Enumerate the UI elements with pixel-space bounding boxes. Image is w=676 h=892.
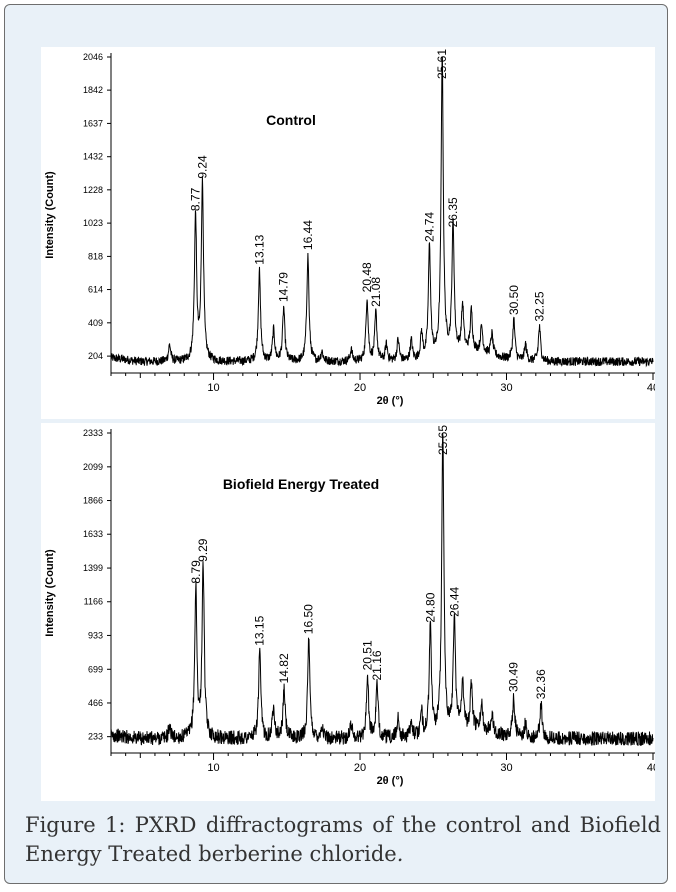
peak-label: 14.79 — [277, 272, 291, 302]
peak-label: 21.16 — [370, 650, 384, 680]
y-axis-label: Intensity (Count) — [44, 171, 56, 259]
diffractogram-line — [110, 56, 654, 368]
y-tick-label: 1432 — [83, 152, 103, 162]
peak-label: 9.24 — [195, 155, 209, 179]
peak-label: 8.79 — [189, 560, 203, 584]
y-tick-label: 1637 — [83, 118, 103, 128]
y-tick-label: 614 — [88, 285, 103, 295]
y-tick-label: 1633 — [83, 529, 103, 539]
peak-label: 25.61 — [435, 49, 449, 79]
peak-label: 32.36 — [534, 669, 548, 699]
peak-label: 21.08 — [369, 277, 383, 307]
y-tick-label: 1166 — [84, 597, 103, 607]
peak-label: 14.82 — [277, 653, 291, 683]
x-tick-label: 40 — [647, 762, 655, 774]
y-tick-label: 2333 — [83, 428, 103, 438]
y-tick-label: 1228 — [83, 185, 103, 195]
treated-chart: 233 466 699 933 1166 1399 1633 1866 2099 2333 10 20… — [44, 425, 655, 787]
x-tick-label: 40 — [647, 382, 655, 394]
peak-label: 30.50 — [507, 285, 521, 315]
chart-title: Biofield Energy Treated — [223, 476, 379, 492]
y-tick-label: 409 — [88, 318, 103, 328]
peak-label: 8.77 — [189, 187, 203, 211]
x-tick-label: 20 — [354, 762, 366, 774]
peak-label: 25.65 — [436, 425, 450, 455]
x-tick-label: 10 — [207, 382, 219, 394]
y-tick-label: 2099 — [83, 462, 103, 472]
y-axis-label: Intensity (Count) — [44, 549, 56, 637]
control-chart: 204 409 614 818 1023 1228 1432 1637 1842 2046 10 20… — [44, 49, 655, 407]
diffractogram-line — [110, 432, 654, 746]
x-axis-label: 2θ (°) — [377, 395, 404, 407]
y-tick-label: 699 — [88, 664, 103, 674]
caption-period: . — [396, 842, 404, 866]
figure-caption: Figure 1: PXRD diffractograms of the con… — [25, 811, 661, 869]
x-tick-label: 10 — [207, 762, 219, 774]
peak-label: 30.49 — [507, 662, 521, 692]
y-tick-label: 1866 — [83, 496, 103, 506]
peak-label: 26.35 — [446, 197, 460, 227]
x-axis-label: 2θ (°) — [377, 775, 404, 787]
x-tick-label: 30 — [500, 762, 512, 774]
peak-label: 16.50 — [302, 604, 316, 634]
peak-label: 24.74 — [422, 212, 436, 242]
peak-label: 24.80 — [423, 592, 437, 622]
y-tick-label: 2046 — [83, 52, 103, 62]
y-tick-label: 233 — [88, 732, 103, 742]
peak-label: 20.48 — [360, 262, 374, 292]
treated-plot: 233 466 699 933 1166 1399 1633 1866 2099 2333 10 20… — [41, 423, 655, 801]
y-tick-label: 1842 — [83, 85, 103, 95]
x-tick-label: 20 — [354, 382, 366, 394]
peak-label: 16.44 — [301, 220, 315, 250]
caption-text: Figure 1: PXRD diffractograms of the con… — [25, 813, 661, 866]
chart-title: Control — [266, 112, 316, 128]
control-plot: 204 409 614 818 1023 1228 1432 1637 1842 2046 10 20… — [41, 47, 655, 419]
peak-label: 32.25 — [532, 291, 546, 321]
y-tick-label: 204 — [88, 351, 103, 361]
y-tick-label: 466 — [88, 698, 103, 708]
y-tick-label: 818 — [88, 251, 103, 261]
x-tick-label: 30 — [500, 382, 512, 394]
peak-label: 13.15 — [253, 615, 267, 645]
peak-label: 20.51 — [360, 640, 374, 670]
peak-label: 9.29 — [196, 538, 210, 562]
y-tick-label: 1023 — [83, 218, 103, 228]
peak-label: 26.44 — [447, 587, 461, 617]
figure-frame: 204 409 614 818 1023 1228 1432 1637 1842 2046 10 20… — [4, 4, 668, 884]
y-tick-label: 933 — [88, 630, 103, 640]
peak-label: 13.13 — [252, 234, 266, 264]
y-tick-label: 1399 — [83, 563, 103, 573]
